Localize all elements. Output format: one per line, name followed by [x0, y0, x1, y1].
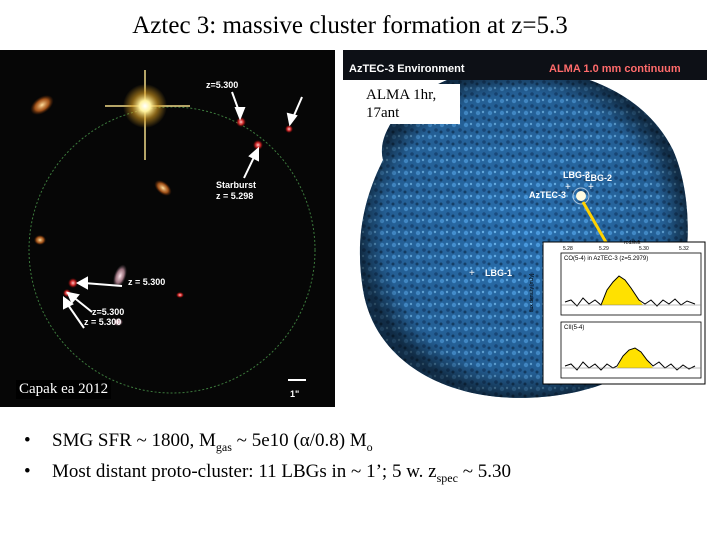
spectrum-inset — [542, 241, 706, 385]
svg-text:+: + — [565, 182, 571, 193]
alma-map: + + + — [343, 50, 707, 412]
alma-header-left: AzTEC-3 Environment — [349, 63, 465, 75]
label-z-bottom-b: z = 5.300 — [84, 317, 122, 327]
inset-tick-3: 5.30 — [639, 246, 649, 252]
label-lbg2: LBG-2 — [585, 173, 612, 183]
slide-title: Aztec 3: massive cluster formation at z=… — [132, 12, 568, 39]
label-z-mid: z = 5.300 — [128, 277, 166, 287]
annotation-arrows — [63, 91, 303, 329]
label-z-top: z=5.300 — [206, 80, 239, 90]
alma-beam-label: 0.63"×0.56" — [363, 395, 423, 407]
alma-header-right: ALMA 1.0 mm continuum — [549, 63, 681, 75]
alma-scale-label: 30 kpc — [665, 393, 694, 403]
bright-star — [105, 70, 190, 160]
label-starburst-z: z = 5.298 — [216, 191, 254, 201]
label-scale: 1" — [290, 389, 300, 399]
alma-annotation: ALMA 1hr, 17ant — [362, 84, 460, 124]
svg-text:+: + — [469, 268, 475, 279]
label-starburst: Starburst — [216, 180, 257, 190]
inset-top-line-label: CO(5-4) in AzTEC-3 (z=5.2979) — [564, 256, 649, 262]
bullet-marker: • — [24, 460, 31, 482]
inset-tick-4: 5.32 — [679, 246, 689, 252]
bullet-item-sfr: • SMG SFR ~ 1800, Mgas ~ 5e10 (α/0.8) Mo — [24, 430, 373, 454]
optical-image-panel: z=5.300 Starburst z = 5.298 z = 5.300 z=… — [0, 50, 335, 407]
beam-ellipse — [351, 399, 359, 407]
svg-text:+: + — [588, 182, 594, 193]
alma-annotation-line1: ALMA 1hr, — [366, 87, 437, 103]
inset-bottom-line-label: CII(5-4) — [564, 325, 585, 331]
inset-top-axis-label: redshift — [624, 240, 641, 246]
bullet-item-protocluster: • Most distant proto-cluster: 11 LBGs in… — [24, 460, 511, 485]
bullet-marker: • — [24, 430, 31, 451]
reference-label: Capak ea 2012 — [16, 380, 112, 399]
bullet-list: • SMG SFR ~ 1800, Mgas ~ 5e10 (α/0.8) Mo… — [24, 430, 714, 492]
label-aztec3: AzTEC-3 — [529, 190, 567, 200]
inset-tick-2: 5.29 — [599, 246, 609, 252]
label-lbg1: LBG-1 — [485, 268, 512, 278]
inset-y-axis-label: flux density [mJy] — [529, 273, 535, 312]
inset-tick-1: 5.28 — [563, 246, 573, 252]
alma-annotation-line2: 17ant — [366, 105, 400, 121]
aztec3-source — [576, 191, 586, 201]
optical-image — [0, 50, 335, 407]
label-z-bottom-a: z=5.300 — [92, 307, 125, 317]
label-lbg3: LBG-3 — [563, 170, 590, 180]
alma-image-panel: + + + AzTEC-3 Environment ALMA 1.0 mm co… — [343, 50, 707, 412]
